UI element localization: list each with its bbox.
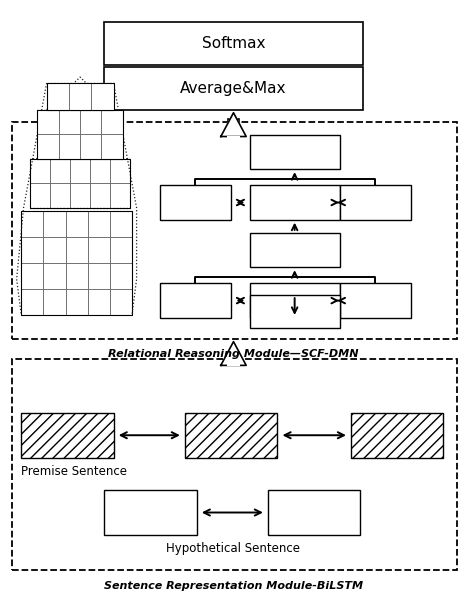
Bar — [104, 67, 363, 110]
Bar — [21, 413, 113, 458]
Bar — [88, 237, 110, 263]
Bar — [340, 283, 411, 318]
Bar — [101, 110, 123, 134]
Bar — [104, 490, 197, 535]
Bar — [80, 134, 101, 158]
Bar — [250, 135, 340, 169]
Bar — [268, 490, 361, 535]
Bar — [59, 134, 80, 158]
Text: Softmax: Softmax — [202, 36, 265, 51]
Bar — [250, 185, 340, 220]
Text: Hypothetical Sentence: Hypothetical Sentence — [167, 542, 300, 555]
Bar — [250, 283, 340, 318]
Bar — [50, 159, 70, 184]
Bar — [228, 356, 239, 365]
Bar — [59, 110, 80, 134]
Bar — [43, 289, 65, 315]
Bar — [340, 185, 411, 220]
Polygon shape — [221, 341, 246, 365]
Bar — [70, 184, 90, 208]
Bar — [43, 263, 65, 289]
Bar — [160, 185, 231, 220]
Bar — [65, 263, 88, 289]
Bar — [30, 159, 130, 208]
Text: Premise Sentence: Premise Sentence — [21, 464, 127, 478]
Bar — [12, 122, 457, 338]
Bar — [30, 159, 50, 184]
Bar — [65, 211, 88, 237]
Bar — [80, 110, 101, 134]
Bar — [37, 110, 123, 158]
Bar — [12, 359, 457, 571]
Bar — [43, 237, 65, 263]
Bar — [110, 289, 132, 315]
Bar — [21, 289, 43, 315]
Bar — [250, 233, 340, 268]
Bar — [88, 263, 110, 289]
Bar — [69, 83, 91, 110]
Bar — [30, 184, 50, 208]
Bar — [250, 295, 340, 328]
Bar — [110, 159, 130, 184]
Bar — [110, 184, 130, 208]
Bar — [21, 263, 43, 289]
Bar — [21, 211, 43, 237]
Bar — [21, 237, 43, 263]
Bar — [37, 134, 59, 158]
Bar — [185, 413, 277, 458]
Polygon shape — [221, 113, 246, 137]
Bar — [21, 211, 132, 315]
Text: Average&Max: Average&Max — [180, 81, 287, 96]
Bar — [110, 237, 132, 263]
Text: Relational Reasoning Module—SCF-DMN: Relational Reasoning Module—SCF-DMN — [108, 349, 359, 359]
Bar — [47, 83, 113, 110]
Bar — [88, 211, 110, 237]
Bar — [65, 237, 88, 263]
Bar — [90, 184, 110, 208]
Bar — [88, 289, 110, 315]
Bar — [43, 211, 65, 237]
Bar — [110, 263, 132, 289]
Bar — [70, 159, 90, 184]
Bar — [37, 110, 59, 134]
Bar — [160, 283, 231, 318]
Bar — [228, 119, 239, 137]
Text: Sentence Representation Module-BiLSTM: Sentence Representation Module-BiLSTM — [104, 581, 363, 591]
Bar — [90, 159, 110, 184]
Bar — [65, 289, 88, 315]
Bar — [101, 134, 123, 158]
Bar — [351, 413, 444, 458]
Bar — [110, 211, 132, 237]
Bar — [91, 83, 113, 110]
Bar — [104, 22, 363, 65]
Bar — [47, 83, 69, 110]
Bar — [50, 184, 70, 208]
